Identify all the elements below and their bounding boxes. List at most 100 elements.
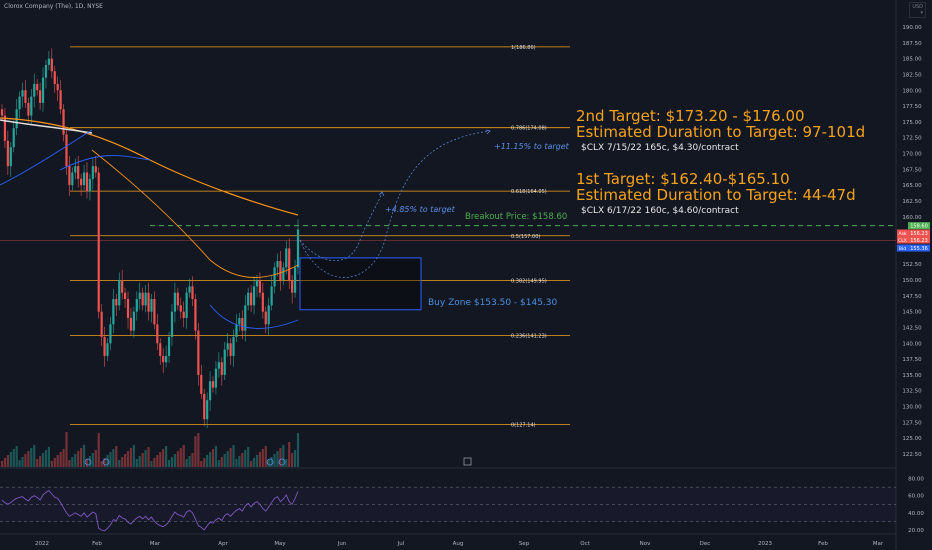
volume-bar (261, 449, 264, 467)
candle-body (255, 280, 259, 287)
candle-body (109, 324, 112, 344)
y-tick-label: 132.50 (902, 389, 922, 395)
volume-bar (293, 450, 297, 467)
price-tag-label: Ask (898, 231, 906, 237)
news-marker (463, 457, 472, 466)
y-tick-label: 187.50 (902, 41, 922, 47)
x-tick-label: Sep (519, 541, 530, 547)
y-tick-label: 125.00 (902, 436, 922, 442)
volume-bar (288, 442, 291, 467)
candle-body (276, 261, 279, 268)
candle-body (252, 286, 256, 306)
volume-bar (176, 451, 179, 467)
candle-body (33, 83, 36, 97)
volume-bar (121, 457, 124, 467)
candle-body (250, 292, 253, 306)
projection-path-target1 (299, 191, 383, 261)
volume-bar (162, 449, 165, 467)
volume-bar (71, 457, 74, 467)
candle-body (85, 172, 89, 192)
currency-badge[interactable]: USD ▾ (909, 2, 926, 18)
y-tick-label: 135.00 (902, 373, 922, 379)
candle-body (159, 343, 162, 356)
candle-body (68, 166, 71, 186)
target2-title: 2nd Target: $173.20 - $176.00 (576, 107, 805, 125)
volume-bar (62, 449, 65, 467)
volume-bar (82, 445, 86, 467)
volume-bar (106, 455, 109, 467)
volume-bar (47, 447, 50, 467)
y-tick-label: 172.50 (902, 136, 922, 142)
candle-body (165, 355, 168, 363)
candle-body (185, 292, 188, 318)
fib-level-label: 0.382(149.95) (511, 278, 547, 284)
volume-bar (267, 460, 270, 467)
candle-body (220, 362, 223, 375)
rsi-y-tick: 20.00 (908, 528, 924, 534)
candle-body (71, 172, 74, 186)
candle-body (162, 355, 165, 363)
candle-body (176, 292, 179, 306)
volume-bar (115, 446, 118, 467)
volume-bar (250, 461, 253, 467)
candle-body (103, 336, 106, 356)
volume-bar (165, 446, 168, 467)
candle-body (18, 96, 21, 110)
volume-bar (112, 449, 115, 467)
volume-bar (109, 452, 112, 467)
volume-bar (77, 451, 80, 467)
candle-body (9, 147, 12, 167)
y-tick-label: 177.50 (902, 104, 922, 110)
volume-bar (100, 461, 103, 467)
candle-body (273, 267, 276, 287)
candle-body (59, 90, 62, 110)
y-tick-label: 165.00 (902, 183, 922, 189)
y-tick-label: 167.50 (902, 167, 922, 173)
candle-body (147, 292, 150, 312)
candle-body (223, 349, 226, 375)
volume-bar (18, 460, 21, 467)
y-tick-label: 122.50 (902, 452, 922, 458)
candle-body (188, 286, 191, 293)
x-tick-label: Oct (580, 541, 590, 547)
volume-bar (147, 447, 150, 467)
candle-body (282, 267, 285, 281)
candle-body (36, 83, 39, 91)
volume-bar (220, 457, 223, 467)
volume-bar (167, 460, 171, 467)
candle-body (123, 292, 127, 300)
volume-bar (226, 451, 229, 467)
volume-bar (103, 458, 106, 467)
target2-arrowhead (485, 129, 491, 135)
fib-level-label: 0.618(164.05) (511, 189, 547, 195)
candle-body (53, 71, 56, 84)
volume-bar (141, 453, 144, 467)
volume-bar (36, 459, 39, 467)
candle-body (206, 400, 209, 420)
candle-body (229, 343, 232, 356)
volume-bar (94, 450, 97, 467)
volume-bar (91, 453, 94, 467)
y-tick-label: 127.50 (902, 420, 922, 426)
x-tick-label: Dec (700, 541, 711, 547)
y-tick-label: 162.50 (902, 199, 922, 205)
y-tick-label: 152.50 (902, 262, 922, 268)
candle-body (226, 343, 229, 350)
candle-body (126, 299, 130, 318)
volume-bar (38, 456, 42, 467)
rsi-line (1, 490, 299, 532)
candle-body (44, 64, 48, 78)
price-tag-label: CLX (898, 238, 907, 244)
candle-body (12, 128, 15, 148)
volume-bar (244, 450, 247, 467)
volume-bar (144, 450, 147, 467)
candle-body (194, 299, 197, 331)
candle-body (27, 102, 30, 116)
volume-bar (232, 445, 235, 467)
candle-body (97, 172, 100, 312)
candle-body (3, 115, 7, 141)
volume-bar (135, 459, 138, 467)
x-tick-label: Feb (818, 541, 828, 547)
volume-bar (214, 446, 218, 467)
